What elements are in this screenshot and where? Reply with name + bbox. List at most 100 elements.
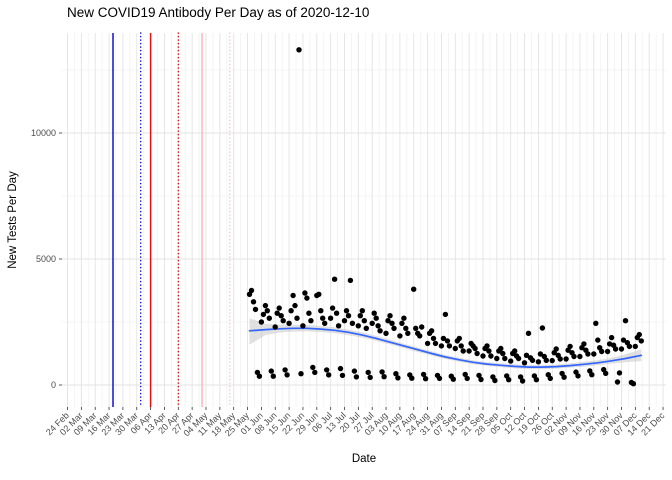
data-point <box>318 308 324 314</box>
data-point <box>620 337 627 343</box>
data-point <box>430 335 437 342</box>
data-point <box>331 276 338 282</box>
data-point <box>252 306 259 313</box>
data-point <box>442 311 449 318</box>
data-point <box>292 302 298 309</box>
data-point <box>345 313 352 319</box>
chart-title: New COVID19 Antibody Per Day as of 2020-… <box>67 5 370 20</box>
data-point <box>397 333 403 339</box>
data-point <box>357 313 363 319</box>
data-point <box>268 368 274 374</box>
data-point <box>413 325 419 331</box>
data-point <box>458 343 464 349</box>
data-point <box>622 318 629 324</box>
y-axis-title: New Tests Per Day <box>7 171 19 269</box>
data-point <box>296 47 302 53</box>
data-point <box>329 305 336 311</box>
data-point <box>618 346 625 352</box>
data-point <box>248 287 255 294</box>
data-point <box>419 324 425 330</box>
data-point <box>286 320 292 326</box>
data-point <box>535 359 542 365</box>
data-point <box>440 335 447 342</box>
data-point <box>381 374 387 380</box>
data-point <box>276 305 282 311</box>
gridlines-major <box>62 33 666 407</box>
data-point <box>553 346 559 352</box>
data-point <box>593 320 599 326</box>
data-point <box>478 376 484 383</box>
data-point <box>464 375 470 382</box>
y-tick-label: 0 <box>51 380 56 390</box>
data-point <box>387 313 393 319</box>
data-point <box>577 353 583 360</box>
data-point <box>563 356 569 362</box>
data-point <box>567 343 573 350</box>
data-points <box>246 47 644 387</box>
data-point <box>446 343 453 349</box>
data-point <box>353 374 360 380</box>
data-point <box>371 310 377 316</box>
data-point <box>571 353 577 360</box>
confidence-ribbon <box>249 318 642 370</box>
data-point <box>630 381 637 387</box>
data-point <box>310 364 316 371</box>
data-point <box>326 372 332 378</box>
data-point <box>282 367 288 373</box>
data-point <box>403 325 409 331</box>
data-point <box>476 372 482 379</box>
data-point <box>452 345 458 352</box>
data-point <box>632 343 638 350</box>
data-point <box>262 302 269 309</box>
data-point <box>500 350 506 357</box>
data-point <box>638 338 644 344</box>
data-point <box>389 320 395 326</box>
data-point <box>525 330 532 336</box>
data-point <box>462 371 468 378</box>
data-point <box>508 358 514 364</box>
data-point <box>405 330 411 336</box>
data-point <box>270 373 276 379</box>
data-point <box>603 370 609 377</box>
data-point <box>333 310 340 316</box>
loess-smooth-line <box>248 327 643 368</box>
data-point <box>523 352 530 358</box>
data-point <box>450 376 456 382</box>
data-point <box>312 369 318 376</box>
data-point <box>347 277 354 284</box>
y-tick-label: 10000 <box>31 128 56 138</box>
data-point <box>327 315 334 321</box>
data-point <box>320 315 326 321</box>
data-point <box>375 323 381 329</box>
data-point <box>351 368 358 374</box>
data-point <box>343 308 350 314</box>
data-point <box>460 348 466 354</box>
data-point <box>547 375 553 382</box>
data-point <box>395 375 401 381</box>
data-point <box>494 355 500 362</box>
data-point <box>369 320 375 326</box>
data-point <box>337 365 344 372</box>
smooth-line <box>248 327 643 368</box>
x-axis-title: Date <box>351 453 377 465</box>
data-point <box>359 308 365 314</box>
data-point <box>519 378 526 384</box>
data-point <box>300 323 306 329</box>
data-point <box>444 338 451 344</box>
data-point <box>636 331 642 338</box>
data-point <box>250 299 257 305</box>
data-point <box>422 376 429 382</box>
data-point <box>409 375 415 381</box>
data-point <box>515 355 522 362</box>
data-point <box>363 325 369 331</box>
data-point <box>349 320 356 326</box>
data-point <box>432 340 439 347</box>
data-point <box>322 320 328 326</box>
data-point <box>401 315 407 321</box>
data-point <box>339 372 346 379</box>
data-point <box>288 308 294 314</box>
data-point <box>324 367 330 373</box>
smooth-confidence-ribbon <box>249 318 642 370</box>
